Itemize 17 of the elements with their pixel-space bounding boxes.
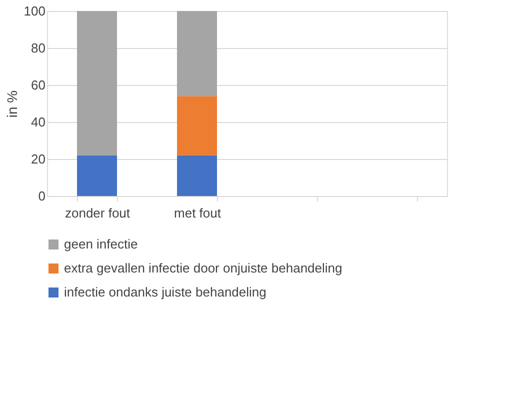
x-tick-label: zonder fout xyxy=(64,206,130,220)
legend-label: infectie ondanks juiste behandeling xyxy=(64,284,266,300)
y-tick-label: 20 xyxy=(31,152,46,166)
y-axis-title: in % xyxy=(4,90,20,118)
y-tick-label: 60 xyxy=(31,78,46,92)
bar xyxy=(177,96,217,156)
legend-label: geen infectie xyxy=(64,236,138,252)
bar xyxy=(77,155,117,196)
bar xyxy=(177,155,217,196)
y-tick-label: 40 xyxy=(31,114,46,130)
x-tick-label: met fout xyxy=(174,206,222,220)
bar xyxy=(177,11,217,96)
y-tick-label: 100 xyxy=(24,4,46,18)
y-tick-label: 80 xyxy=(31,40,46,56)
bar xyxy=(77,11,117,156)
y-tick-label: 0 xyxy=(38,188,46,204)
legend-label: extra gevallen infectie door onjuiste behandeling xyxy=(64,260,342,276)
